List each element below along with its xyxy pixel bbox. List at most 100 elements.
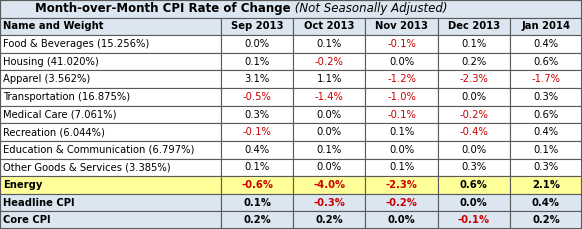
Text: 0.0%: 0.0% [389, 145, 414, 155]
Bar [293, 106, 365, 123]
Bar [438, 194, 510, 211]
Text: 0.1%: 0.1% [533, 145, 559, 155]
Text: 0.2%: 0.2% [532, 215, 560, 225]
Bar [438, 141, 510, 158]
Bar [438, 71, 510, 88]
Bar [510, 53, 582, 71]
Bar [293, 88, 365, 106]
Text: 0.1%: 0.1% [389, 162, 414, 172]
Bar [510, 123, 582, 141]
Text: 0.3%: 0.3% [461, 162, 487, 172]
Bar [293, 123, 365, 141]
Bar [438, 176, 510, 194]
Bar [510, 158, 582, 176]
Text: -1.0%: -1.0% [387, 92, 416, 102]
Text: 0.0%: 0.0% [317, 162, 342, 172]
Bar [365, 176, 438, 194]
Text: 3.1%: 3.1% [244, 74, 270, 84]
Bar [293, 194, 365, 211]
Bar [510, 141, 582, 158]
Bar [0, 194, 221, 211]
Text: Headline CPI: Headline CPI [3, 198, 74, 207]
Bar [0, 176, 221, 194]
Bar [0, 35, 221, 53]
Bar [0, 158, 221, 176]
Text: 0.0%: 0.0% [461, 92, 487, 102]
Text: 0.4%: 0.4% [533, 127, 559, 137]
Text: 0.0%: 0.0% [317, 109, 342, 120]
Text: Food & Beverages (15.256%): Food & Beverages (15.256%) [3, 39, 149, 49]
Text: 0.3%: 0.3% [244, 109, 270, 120]
Bar [221, 211, 293, 229]
Text: Name and Weight: Name and Weight [3, 22, 104, 31]
Bar [221, 106, 293, 123]
Text: 0.0%: 0.0% [244, 39, 270, 49]
Text: 0.1%: 0.1% [389, 127, 414, 137]
Text: -1.7%: -1.7% [531, 74, 560, 84]
Bar [293, 141, 365, 158]
Text: Medical Care (7.061%): Medical Care (7.061%) [3, 109, 116, 120]
Text: -0.2%: -0.2% [386, 198, 417, 207]
Bar [510, 35, 582, 53]
Bar [510, 71, 582, 88]
Text: -0.1%: -0.1% [457, 215, 490, 225]
Text: Education & Communication (6.797%): Education & Communication (6.797%) [3, 145, 194, 155]
Text: 2.1%: 2.1% [532, 180, 560, 190]
Bar [0, 141, 221, 158]
Text: Dec 2013: Dec 2013 [448, 22, 500, 31]
Bar [365, 71, 438, 88]
Text: -0.3%: -0.3% [314, 198, 345, 207]
Text: -0.1%: -0.1% [243, 127, 272, 137]
Bar [365, 211, 438, 229]
Bar [510, 194, 582, 211]
Bar [438, 35, 510, 53]
Bar [510, 88, 582, 106]
Text: 0.6%: 0.6% [533, 57, 559, 67]
Bar [365, 141, 438, 158]
Bar [365, 35, 438, 53]
Text: (Not Seasonally Adjusted): (Not Seasonally Adjusted) [291, 2, 448, 15]
Bar [221, 53, 293, 71]
Text: 0.1%: 0.1% [243, 198, 271, 207]
Text: 0.0%: 0.0% [388, 215, 416, 225]
Bar [293, 176, 365, 194]
Bar [293, 158, 365, 176]
Text: Sep 2013: Sep 2013 [231, 22, 283, 31]
Bar [438, 211, 510, 229]
Bar [221, 141, 293, 158]
Bar [0, 18, 221, 35]
Text: -0.1%: -0.1% [387, 109, 416, 120]
Text: Oct 2013: Oct 2013 [304, 22, 354, 31]
Text: -2.3%: -2.3% [459, 74, 488, 84]
Text: 0.0%: 0.0% [389, 57, 414, 67]
Text: 0.2%: 0.2% [315, 215, 343, 225]
Bar [365, 123, 438, 141]
Text: Transportation (16.875%): Transportation (16.875%) [3, 92, 130, 102]
Text: -0.4%: -0.4% [459, 127, 488, 137]
Bar [365, 158, 438, 176]
Bar [221, 158, 293, 176]
Text: 0.1%: 0.1% [461, 39, 487, 49]
Bar [293, 211, 365, 229]
Bar [365, 18, 438, 35]
Bar [0, 88, 221, 106]
Text: 0.1%: 0.1% [244, 162, 270, 172]
Bar [510, 18, 582, 35]
Text: Jan 2014: Jan 2014 [521, 22, 570, 31]
Text: -4.0%: -4.0% [313, 180, 346, 190]
Text: 0.2%: 0.2% [461, 57, 487, 67]
Text: 0.6%: 0.6% [533, 109, 559, 120]
Bar [365, 106, 438, 123]
Text: 0.2%: 0.2% [243, 215, 271, 225]
Bar [221, 123, 293, 141]
Bar [221, 71, 293, 88]
Bar [0, 0, 582, 18]
Bar [293, 35, 365, 53]
Bar [510, 106, 582, 123]
Text: Other Goods & Services (3.385%): Other Goods & Services (3.385%) [3, 162, 171, 172]
Bar [0, 53, 221, 71]
Bar [438, 123, 510, 141]
Bar [438, 53, 510, 71]
Bar [0, 123, 221, 141]
Text: 0.4%: 0.4% [532, 198, 560, 207]
